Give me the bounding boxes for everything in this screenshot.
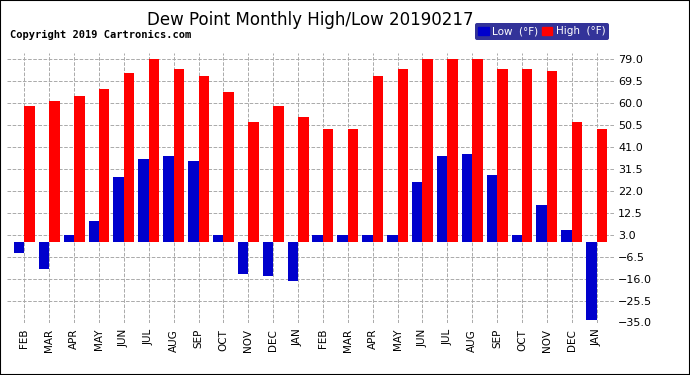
- Bar: [397, 69, 408, 242]
- Bar: [39, 242, 49, 269]
- Bar: [63, 235, 74, 242]
- Text: Dew Point Monthly High/Low 20190217: Dew Point Monthly High/Low 20190217: [147, 11, 474, 29]
- Bar: [288, 242, 298, 281]
- Bar: [462, 154, 472, 242]
- Bar: [213, 235, 224, 242]
- Bar: [437, 156, 447, 242]
- Bar: [149, 59, 159, 242]
- Bar: [138, 159, 149, 242]
- Bar: [547, 71, 558, 242]
- Bar: [562, 230, 572, 242]
- Bar: [273, 106, 284, 242]
- Bar: [373, 76, 383, 242]
- Bar: [486, 175, 497, 242]
- Text: Copyright 2019 Cartronics.com: Copyright 2019 Cartronics.com: [10, 30, 192, 40]
- Bar: [99, 89, 110, 242]
- Bar: [412, 182, 422, 242]
- Bar: [24, 106, 34, 242]
- Bar: [74, 96, 85, 242]
- Bar: [472, 59, 483, 242]
- Bar: [188, 161, 199, 242]
- Bar: [313, 235, 323, 242]
- Bar: [263, 242, 273, 276]
- Legend: Low  (°F), High  (°F): Low (°F), High (°F): [475, 22, 609, 40]
- Bar: [248, 122, 259, 242]
- Bar: [572, 122, 582, 242]
- Bar: [536, 205, 547, 242]
- Bar: [49, 101, 59, 242]
- Bar: [422, 59, 433, 242]
- Bar: [362, 235, 373, 242]
- Bar: [113, 177, 124, 242]
- Bar: [348, 129, 358, 242]
- Bar: [124, 73, 135, 242]
- Bar: [497, 69, 508, 242]
- Bar: [597, 129, 607, 242]
- Bar: [174, 69, 184, 242]
- Bar: [298, 117, 308, 242]
- Bar: [163, 156, 174, 242]
- Bar: [511, 235, 522, 242]
- Bar: [337, 235, 348, 242]
- Bar: [238, 242, 248, 274]
- Bar: [522, 69, 533, 242]
- Bar: [586, 242, 597, 320]
- Bar: [387, 235, 397, 242]
- Bar: [88, 221, 99, 242]
- Bar: [199, 76, 209, 242]
- Bar: [447, 59, 458, 242]
- Bar: [323, 129, 333, 242]
- Bar: [224, 92, 234, 242]
- Bar: [14, 242, 24, 253]
